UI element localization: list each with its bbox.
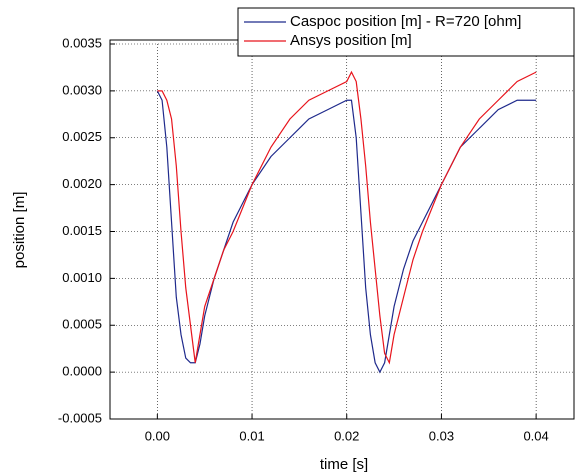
y-tick-label: 0.0000 bbox=[62, 364, 102, 379]
legend-box bbox=[237, 7, 575, 57]
y-tick-label: 0.0010 bbox=[62, 270, 102, 285]
y-axis-label: position [m] bbox=[11, 192, 28, 269]
plot-frame bbox=[109, 39, 575, 420]
y-tick-label: 0.0005 bbox=[62, 317, 102, 332]
x-tick-label: 0.03 bbox=[429, 428, 454, 443]
x-axis-label: time [s] bbox=[320, 456, 368, 473]
y-tick-label: 0.0015 bbox=[62, 223, 102, 238]
series-line bbox=[156, 90, 537, 374]
y-tick-label: 0.0030 bbox=[62, 82, 102, 97]
y-tick-label: -0.0005 bbox=[58, 410, 102, 425]
x-tick-label: 0.04 bbox=[523, 428, 548, 443]
x-tick-label: 0.00 bbox=[145, 428, 170, 443]
legend-label: Ansys position [m] bbox=[290, 32, 412, 49]
series-line bbox=[157, 70, 537, 365]
legend-label: Caspoc position [m] - R=720 [ohm] bbox=[290, 13, 521, 30]
legend: Caspoc position [m] - R=720 [ohm] Ansys p… bbox=[237, 7, 575, 57]
y-tick-label: 0.0035 bbox=[62, 35, 102, 50]
x-tick-label: 0.01 bbox=[239, 428, 264, 443]
y-tick-label: 0.0020 bbox=[62, 176, 102, 191]
x-tick-label: 0.02 bbox=[334, 428, 359, 443]
y-tick-label: 0.0025 bbox=[62, 129, 102, 144]
